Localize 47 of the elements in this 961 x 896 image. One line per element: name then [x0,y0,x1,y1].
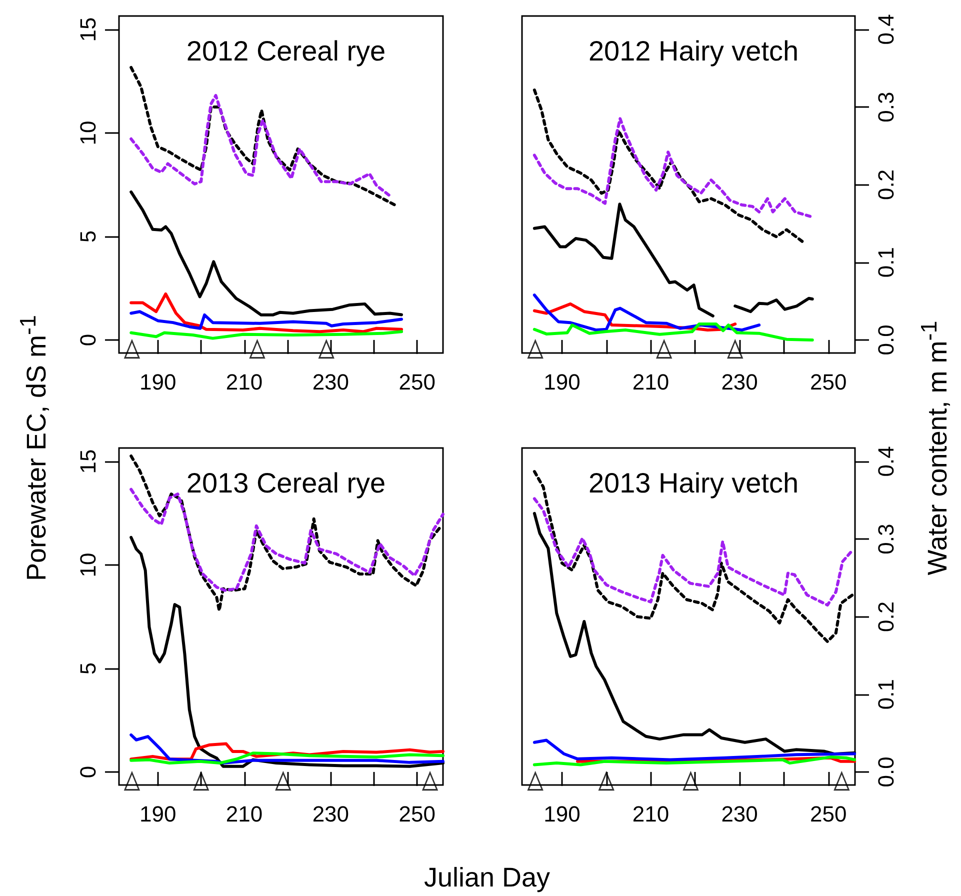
x-tick-label: 210 [226,370,263,394]
y-tick-label: 0 [76,766,100,778]
line-series [130,310,404,330]
y-tick-label: 5 [76,230,100,243]
line-series [532,497,854,607]
x-tick-label: 250 [810,802,847,826]
line-series [532,88,804,243]
line-series [130,330,404,340]
y2-tick-label: 0.3 [874,92,898,122]
y2-tick-label: 0.0 [874,756,898,788]
text: 2013 Hairy vetch [588,468,799,498]
text: 2012 Cereal rye [186,36,386,66]
text: 2013 Cereal rye [186,468,386,498]
y-tick-label: 15 [76,449,100,474]
line-series [130,292,404,334]
x-tick-label: 230 [721,802,758,826]
line-series [130,752,444,765]
y2-tick-label: 0.1 [874,679,898,710]
y-tick-label: 5 [76,662,100,675]
y2-tick-label: 0.2 [874,169,898,200]
x-axis-title: Julian Day [424,862,550,894]
y-tick-label: 0 [76,334,100,346]
y2-tick-label: 0.3 [874,524,898,554]
line-series [532,117,812,218]
y-tick-label: 10 [76,120,100,146]
x-tick-label: 230 [721,370,758,394]
x-tick-label: 230 [312,370,350,394]
x-tick-label: 250 [398,370,436,394]
x-tick-label: 190 [140,370,176,394]
line-series [130,190,404,316]
x-tick-label: 210 [632,370,670,394]
x-tick-label: 190 [544,802,580,826]
y-tick-label: 15 [76,17,100,42]
y2-tick-label: 0.4 [874,446,898,477]
x-tick-label: 250 [810,370,847,394]
y2-tick-label: 0.1 [874,247,898,278]
x-tick-label: 210 [632,802,670,826]
y2-tick-label: 0.2 [874,601,898,632]
x-tick-label: 190 [544,370,580,394]
x-tick-label: 190 [140,802,176,826]
x-tick-label: 230 [312,802,350,826]
y2-tick-label: 0.0 [874,324,898,356]
y2-tick-label: 0.4 [874,14,898,45]
y-tick-label: 10 [76,552,100,578]
text: 2012 Hairy vetch [588,36,799,66]
x-tick-label: 210 [226,802,263,826]
x-tick-label: 250 [398,802,436,826]
